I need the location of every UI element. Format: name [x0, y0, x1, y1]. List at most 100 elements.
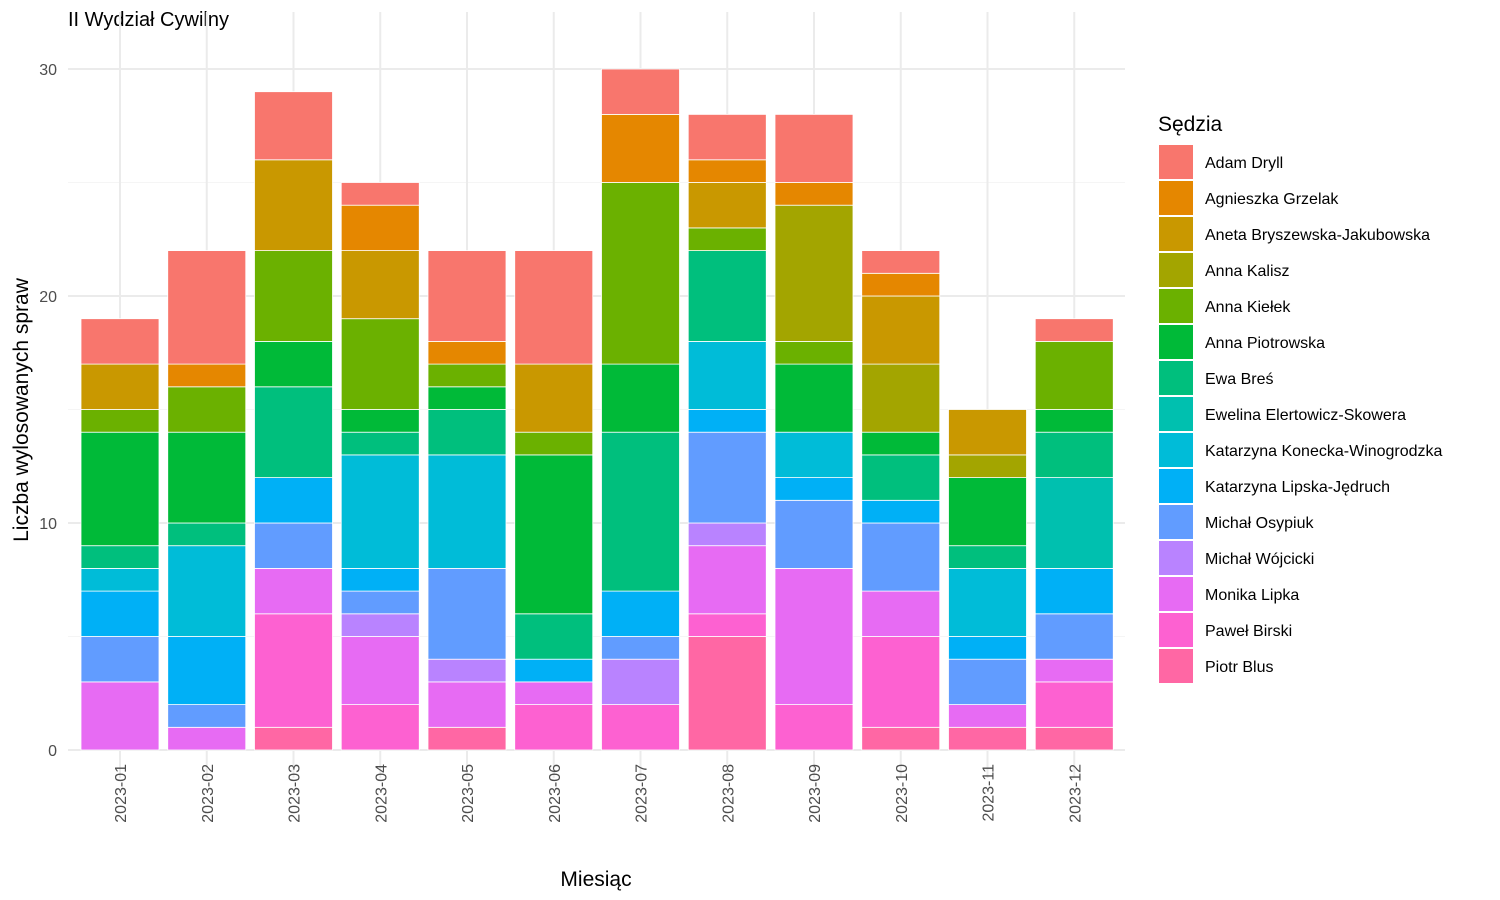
bar-segment: [687, 636, 767, 751]
bar-segment: [167, 386, 247, 433]
x-axis-ticks: 2023-01 2023-02 2023-03 2023-04 2023-05 2023-…: [113, 764, 1084, 823]
bar-segment: [514, 363, 594, 433]
bar-segment: [861, 499, 941, 524]
legend-swatch: [1159, 541, 1193, 575]
bar-segment: [861, 590, 941, 637]
legend-swatch: [1159, 397, 1193, 431]
legend-item: Anna Piotrowska: [1159, 325, 1325, 359]
x-tick-label: 2023-01: [113, 764, 130, 823]
bar-segment: [774, 499, 854, 569]
bar-segment: [687, 159, 767, 183]
bar-segment: [1034, 681, 1114, 728]
x-tick-label: 2023-06: [547, 764, 564, 823]
bar-segment: [1034, 409, 1114, 433]
legend-item: Michał Osypiuk: [1159, 505, 1314, 539]
bar-segment: [427, 386, 507, 410]
legend-item: Adam Dryll: [1159, 145, 1283, 179]
legend-swatch: [1159, 217, 1193, 251]
legend-item: Paweł Birski: [1159, 613, 1292, 647]
bar-segment: [687, 182, 767, 229]
bar-segment: [1034, 726, 1114, 751]
bar-segment: [774, 704, 854, 751]
bar-segment: [1034, 477, 1114, 569]
bar-segment: [340, 431, 420, 456]
legend-label: Michał Osypiuk: [1205, 515, 1314, 532]
bar-segment: [254, 568, 333, 615]
bar-segment: [514, 681, 594, 706]
x-tick-label: 2023-02: [200, 764, 217, 823]
bar-segment: [774, 431, 854, 479]
bar-segment: [340, 250, 420, 320]
bar-segment: [948, 568, 1027, 637]
bar-segment: [687, 227, 767, 251]
bar-segment: [427, 658, 507, 683]
bar-segment: [80, 545, 160, 569]
legend-label: Katarzyna Konecka-Winogrodzka: [1205, 443, 1443, 460]
legend: Sędzia Adam Dryll Agnieszka Grzelak Aneta …: [1158, 113, 1443, 683]
bar-segment: [1034, 431, 1114, 479]
bar-segment: [1034, 568, 1114, 615]
legend-label: Anna Kiełek: [1205, 299, 1291, 316]
bar-segment: [254, 250, 333, 342]
bar-segment: [687, 522, 767, 547]
bar-segment: [80, 681, 160, 751]
bar-segment: [254, 522, 333, 569]
bar-segment: [514, 658, 594, 683]
legend-swatch: [1159, 325, 1193, 359]
bar-segment: [601, 431, 680, 592]
bar-segment: [254, 726, 333, 751]
bar-segment: [340, 704, 420, 751]
bar-segment: [427, 409, 507, 456]
legend-swatch: [1159, 253, 1193, 287]
bar-segment: [774, 204, 854, 342]
legend-item: Monika Lipka: [1159, 577, 1299, 611]
bar-segment: [687, 250, 767, 342]
bar-segment: [427, 250, 507, 342]
bar-segment: [774, 568, 854, 706]
legend-swatch: [1159, 613, 1193, 647]
legend-label: Michał Wójcicki: [1205, 551, 1314, 568]
x-tick-label: 2023-12: [1067, 764, 1084, 823]
bar-segment: [254, 613, 333, 728]
bar-segment: [948, 545, 1027, 569]
x-tick-label: 2023-08: [720, 764, 737, 823]
x-axis-title: Miesiąc: [560, 868, 631, 891]
bar-segment: [861, 726, 941, 751]
bar-segment: [687, 613, 767, 637]
bar-segment: [254, 477, 333, 524]
bar-segment: [80, 431, 160, 547]
x-tick-label: 2023-11: [981, 764, 998, 822]
bar-segment: [774, 114, 854, 183]
y-tick-label: 10: [39, 516, 57, 533]
bar-segment: [601, 704, 680, 751]
bar-segment: [80, 409, 160, 433]
bar-segment: [167, 522, 247, 547]
bar-segment: [861, 522, 941, 592]
bar-segment: [427, 454, 507, 569]
legend-item: Ewa Breś: [1159, 361, 1273, 395]
bar-segment: [254, 91, 333, 161]
legend-label: Anna Kalisz: [1205, 263, 1290, 280]
x-tick-label: 2023-09: [807, 764, 824, 823]
bar-segment: [167, 704, 247, 728]
bar-segment: [340, 182, 420, 206]
bar-segment: [601, 363, 680, 433]
y-tick-label: 30: [39, 62, 57, 79]
legend-label: Ewa Breś: [1205, 371, 1273, 388]
legend-label: Piotr Blus: [1205, 659, 1273, 676]
x-tick-label: 2023-03: [287, 764, 304, 823]
bar-segment: [774, 340, 854, 365]
legend-swatch: [1159, 289, 1193, 323]
bar-segment: [427, 568, 507, 660]
bar-segment: [687, 409, 767, 433]
bar-segment: [80, 318, 160, 365]
bar-segment: [254, 340, 333, 388]
bar-segment: [167, 636, 247, 705]
bar-segment: [340, 204, 420, 251]
bar-segment: [514, 250, 594, 365]
legend-label: Monika Lipka: [1205, 587, 1299, 604]
y-axis-ticks: 0 10 20 30: [39, 62, 57, 760]
legend-label: Adam Dryll: [1205, 155, 1283, 172]
legend-label: Katarzyna Lipska-Jędruch: [1205, 479, 1390, 496]
bar-segment: [861, 272, 941, 297]
